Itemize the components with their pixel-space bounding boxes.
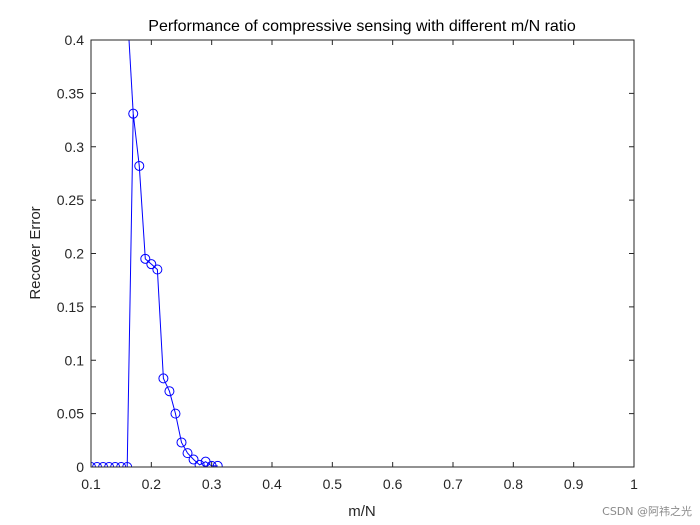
data-point <box>176 437 187 448</box>
x-tick-label: 1 <box>630 476 638 492</box>
data-point <box>164 386 175 397</box>
series-layer <box>91 40 223 467</box>
y-tick-label: 0.4 <box>65 32 85 48</box>
x-tick-label: 0.9 <box>564 476 584 492</box>
x-tick-label: 0.3 <box>202 476 222 492</box>
data-point <box>206 460 217 467</box>
data-point <box>122 462 133 467</box>
data-point <box>98 462 109 467</box>
plot-background <box>91 40 634 467</box>
data-point <box>134 160 145 171</box>
y-tick-label: 0.35 <box>57 85 84 101</box>
x-tick-label: 0.7 <box>443 476 463 492</box>
data-point <box>188 454 199 465</box>
y-tick-label: 0 <box>76 459 84 475</box>
data-point <box>116 462 127 467</box>
x-tick-label: 0.8 <box>504 476 524 492</box>
y-axis-label: Recover Error <box>27 206 44 299</box>
x-tick-label: 0.4 <box>262 476 282 492</box>
series-line-1 <box>128 40 134 114</box>
data-point <box>152 264 163 275</box>
x-axis-label: m/N <box>348 503 376 520</box>
y-tick-label: 0.15 <box>57 299 84 315</box>
plot-area <box>91 40 634 467</box>
x-tick-label: 0.5 <box>323 476 343 492</box>
data-point <box>110 462 121 467</box>
watermark: CSDN @阿祎之光 <box>602 505 692 518</box>
series-line-0 <box>91 113 218 467</box>
y-tick-label: 0.1 <box>65 352 85 368</box>
y-tick-label: 0.3 <box>65 139 85 155</box>
data-point <box>92 462 103 467</box>
chart-title: Performance of compressive sensing with … <box>148 18 576 35</box>
y-tick-label: 0.2 <box>65 246 85 262</box>
data-point <box>104 462 115 467</box>
data-point <box>146 259 157 270</box>
data-point <box>140 253 151 264</box>
y-tick-label: 0.25 <box>57 192 84 208</box>
data-point <box>182 448 193 459</box>
x-tick-label: 0.2 <box>142 476 162 492</box>
data-point <box>158 373 169 384</box>
data-point <box>194 459 205 467</box>
y-tick-label: 0.05 <box>57 406 84 422</box>
data-point <box>170 408 181 419</box>
x-tick-label: 0.1 <box>81 476 101 492</box>
x-tick-label: 0.6 <box>383 476 403 492</box>
axes-layer: 0.1 0.2 0.3 0.4 0.5 0.6 0.7 0.8 0.9 1 0 0.05 0.1 0.15… <box>57 32 638 492</box>
data-point <box>212 460 223 467</box>
